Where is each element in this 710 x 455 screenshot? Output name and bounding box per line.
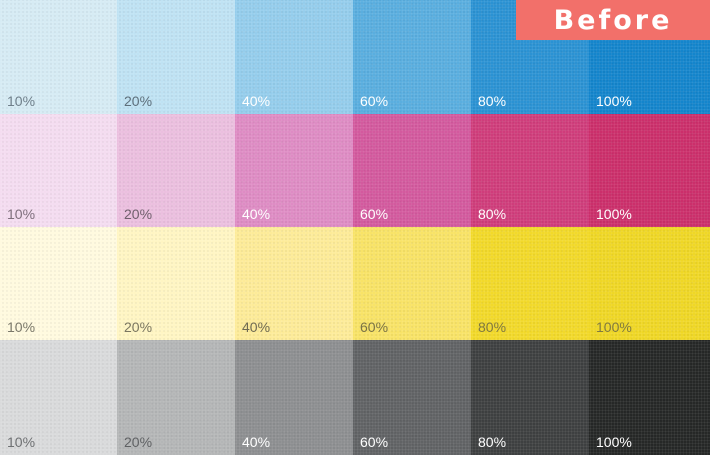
swatch-yellow-40: 40% xyxy=(235,227,353,340)
swatch-percent-label: 80% xyxy=(478,206,507,222)
swatch-percent-label: 40% xyxy=(242,206,271,222)
swatch-yellow-100: 100% xyxy=(589,227,710,340)
swatch-black-20: 20% xyxy=(117,340,235,455)
swatch-cyan-60: 60% xyxy=(353,0,471,114)
swatch-percent-label: 60% xyxy=(360,434,389,450)
swatch-percent-label: 40% xyxy=(242,319,271,335)
swatch-black-100: 100% xyxy=(589,340,710,455)
swatch-magenta-20: 20% xyxy=(117,114,235,227)
swatch-percent-label: 80% xyxy=(478,434,507,450)
swatch-magenta-60: 60% xyxy=(353,114,471,227)
swatch-percent-label: 60% xyxy=(360,319,389,335)
swatch-percent-label: 100% xyxy=(596,93,632,109)
swatch-yellow-80: 80% xyxy=(471,227,589,340)
swatch-black-60: 60% xyxy=(353,340,471,455)
swatch-percent-label: 10% xyxy=(7,206,36,222)
swatch-percent-label: 80% xyxy=(478,93,507,109)
swatch-percent-label: 100% xyxy=(596,319,632,335)
swatch-black-40: 40% xyxy=(235,340,353,455)
swatch-percent-label: 20% xyxy=(124,206,153,222)
swatch-magenta-10: 10% xyxy=(0,114,117,227)
swatch-percent-label: 10% xyxy=(7,93,36,109)
swatch-cyan-10: 10% xyxy=(0,0,117,114)
swatch-cyan-20: 20% xyxy=(117,0,235,114)
swatch-percent-label: 10% xyxy=(7,434,36,450)
swatch-black-10: 10% xyxy=(0,340,117,455)
swatch-percent-label: 40% xyxy=(242,434,271,450)
swatch-black-80: 80% xyxy=(471,340,589,455)
before-badge: Before xyxy=(516,0,710,40)
swatch-cyan-40: 40% xyxy=(235,0,353,114)
swatch-percent-label: 60% xyxy=(360,93,389,109)
swatch-yellow-60: 60% xyxy=(353,227,471,340)
swatch-magenta-80: 80% xyxy=(471,114,589,227)
swatch-percent-label: 40% xyxy=(242,93,271,109)
swatch-percent-label: 20% xyxy=(124,93,153,109)
swatch-yellow-20: 20% xyxy=(117,227,235,340)
swatch-magenta-40: 40% xyxy=(235,114,353,227)
swatch-magenta-100: 100% xyxy=(589,114,710,227)
swatch-percent-label: 100% xyxy=(596,206,632,222)
swatch-percent-label: 100% xyxy=(596,434,632,450)
swatch-percent-label: 20% xyxy=(124,434,153,450)
swatch-percent-label: 80% xyxy=(478,319,507,335)
swatch-percent-label: 60% xyxy=(360,206,389,222)
swatch-yellow-10: 10% xyxy=(0,227,117,340)
swatch-percent-label: 10% xyxy=(7,319,36,335)
swatch-percent-label: 20% xyxy=(124,319,153,335)
